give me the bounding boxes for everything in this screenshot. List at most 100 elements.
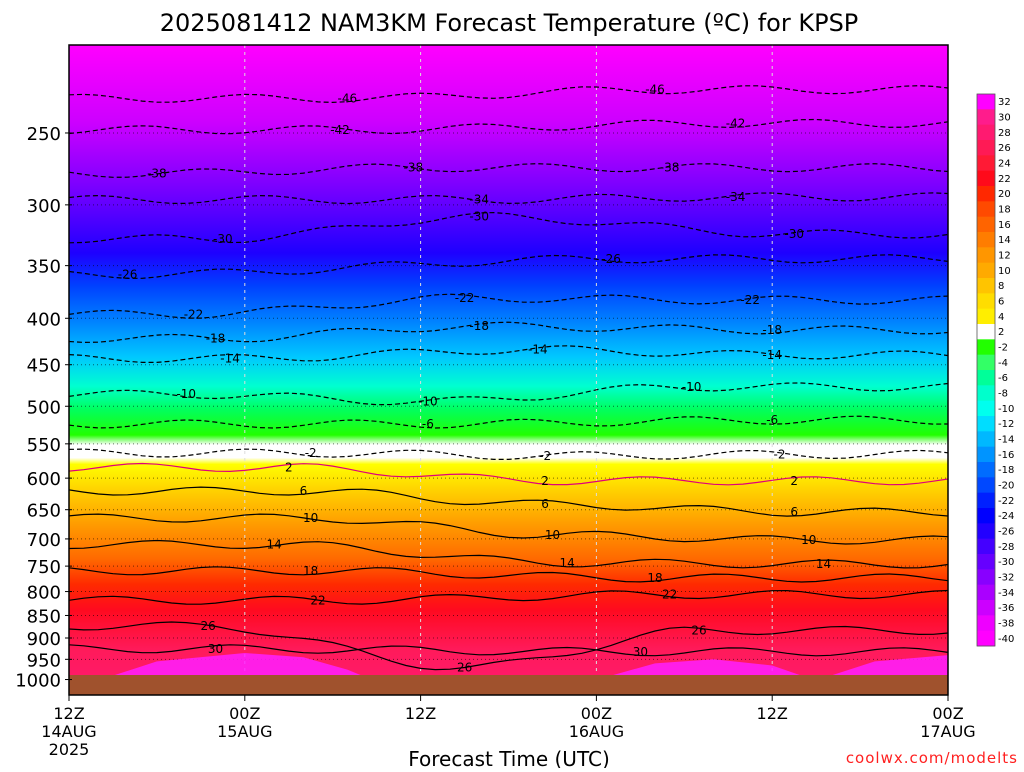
colorbar-swatch	[977, 232, 995, 248]
warm-surface-regions	[113, 653, 948, 676]
x-tick-time: 12Z	[405, 704, 436, 723]
colorbar-label: -20	[998, 481, 1014, 492]
colorbar-label: 14	[998, 235, 1011, 246]
colorbar-label: -14	[998, 435, 1014, 446]
isotherm-label: -18	[469, 319, 489, 333]
isotherm-line	[68, 345, 949, 363]
colorbar-label: -26	[998, 527, 1014, 538]
vertical-gridlines	[244, 45, 773, 695]
colorbar-label: -8	[998, 389, 1008, 400]
colorbar-swatch	[977, 293, 995, 310]
y-tick-label: 700	[27, 530, 61, 551]
isotherm-label: -38	[147, 166, 167, 180]
warm-region	[113, 653, 362, 676]
y-tick-label: 400	[27, 309, 61, 330]
isotherm-label: 2	[790, 474, 798, 488]
isotherm-line	[68, 644, 949, 657]
colorbar-swatch	[977, 462, 995, 478]
isotherm-line	[68, 293, 949, 319]
isotherm-label: 2	[541, 474, 549, 488]
x-axis-label: Forecast Time (UTC)	[408, 747, 610, 768]
isotherm-label: -26	[118, 268, 138, 282]
isotherm-line	[68, 321, 949, 344]
colorbar-swatch	[977, 554, 995, 570]
y-tick-label: 250	[27, 124, 61, 145]
isotherm-line	[68, 539, 949, 569]
colorbar-swatch	[977, 247, 995, 264]
isotherm-label: -2	[305, 446, 317, 460]
isotherm-label: -46	[645, 83, 665, 97]
y-tick-label: 850	[27, 607, 61, 628]
x-tick-date: 17AUG	[920, 722, 975, 741]
isotherm-label: 18	[647, 571, 662, 585]
isotherm-label: -30	[469, 210, 489, 224]
colorbar-label: 24	[998, 159, 1011, 170]
colorbar-label: -34	[998, 588, 1014, 599]
colorbar-label: 12	[998, 251, 1011, 262]
colorbar-swatch	[977, 324, 995, 340]
isotherm-line	[68, 211, 949, 244]
y-tick-label: 800	[27, 583, 61, 604]
colorbar-swatch	[977, 492, 995, 509]
x-tick-year: 2025	[49, 740, 90, 759]
colorbar-swatch	[977, 140, 995, 156]
isotherm-line	[68, 163, 949, 178]
colorbar-swatch	[977, 569, 995, 586]
colorbar-label: -36	[998, 603, 1014, 614]
colorbar-swatch	[977, 431, 995, 448]
colorbar-label: 2	[998, 327, 1004, 338]
colorbar-swatch	[977, 416, 995, 432]
y-tick-label: 650	[27, 501, 61, 522]
y-tick-label: 750	[27, 557, 61, 578]
isotherm-line	[68, 486, 949, 517]
colorbar-label: -18	[998, 465, 1014, 476]
isotherm-label: 14	[266, 538, 281, 552]
isotherm-label: -22	[740, 293, 760, 307]
isotherm-lines	[68, 85, 949, 671]
colorbar-label: -24	[998, 511, 1014, 522]
isotherm-line	[68, 192, 949, 205]
colorbar-label: -40	[998, 634, 1014, 645]
colorbar-swatch	[977, 339, 995, 356]
isotherm-label: -30	[213, 232, 233, 246]
colorbar-swatch	[977, 370, 995, 386]
isotherm-label: -42	[726, 116, 746, 130]
isotherm-line	[68, 462, 949, 486]
colorbar-swatch	[977, 94, 995, 110]
y-tick-label: 950	[27, 650, 61, 671]
isotherm-label: -34	[726, 190, 746, 204]
colorbar-swatch	[977, 508, 995, 524]
colorbar-swatch	[977, 477, 995, 494]
colorbar-label: -16	[998, 450, 1014, 461]
colorbar-swatch	[977, 584, 995, 601]
isotherm-label: -26	[601, 252, 621, 266]
colorbar-frame	[976, 93, 996, 647]
isotherm-label: -14	[220, 352, 240, 366]
isotherm-label: 6	[790, 505, 798, 519]
isotherm-label: 6	[300, 484, 308, 498]
isotherm-line	[68, 382, 949, 406]
isotherm-label: -10	[418, 395, 438, 409]
x-tick-date: 15AUG	[217, 722, 272, 741]
plot-frame	[68, 44, 949, 696]
colorbar-swatch	[977, 109, 995, 126]
colorbar-label: -28	[998, 542, 1014, 553]
colorbar-label: -6	[998, 373, 1008, 384]
ground-below-surface	[69, 675, 948, 695]
y-tick-label: 1000	[15, 671, 61, 692]
x-tick-time: 12Z	[53, 704, 84, 723]
isotherm-label: -18	[206, 332, 226, 346]
colorbar-label: 18	[998, 205, 1011, 216]
credit-text: coolwx.com/modelts	[846, 749, 1018, 767]
colorbar-label: 26	[998, 143, 1011, 154]
isotherm-label: 30	[633, 645, 648, 659]
colorbar-label: -30	[998, 557, 1014, 568]
colorbar-label: -32	[998, 573, 1014, 584]
x-tick-date: 14AUG	[41, 722, 96, 741]
colorbar-swatch	[977, 446, 995, 463]
colorbar-swatch	[977, 216, 995, 233]
isotherm-line	[68, 513, 949, 545]
